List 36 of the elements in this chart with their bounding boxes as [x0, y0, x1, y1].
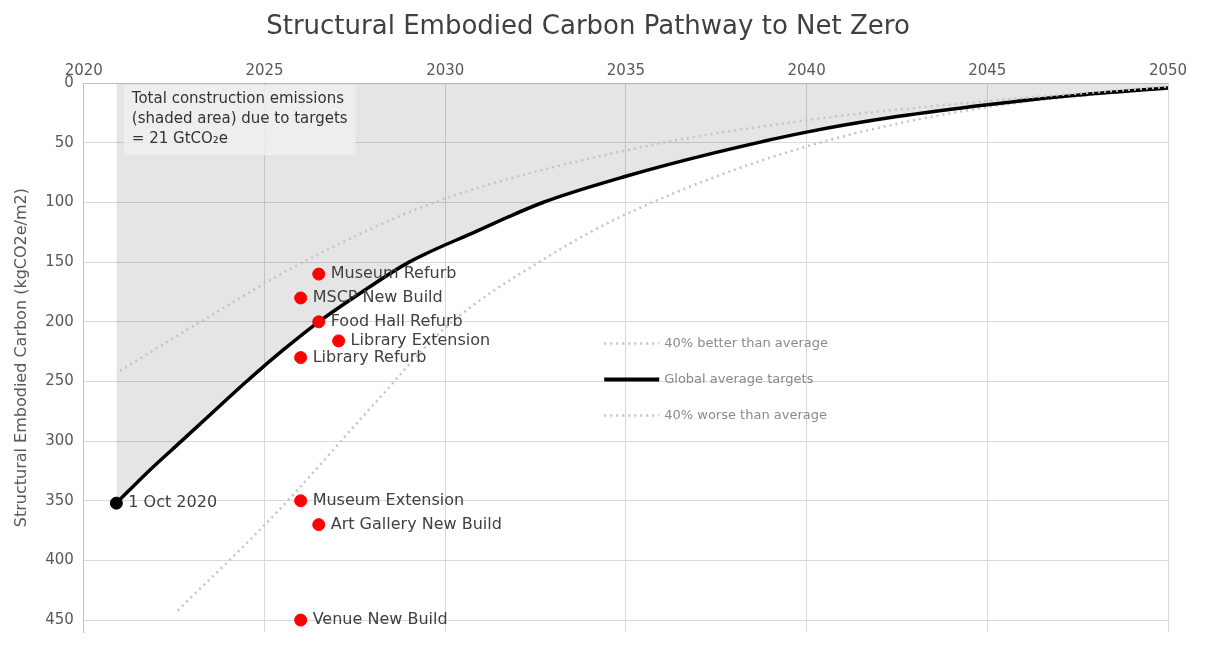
annotation: Library Extension: [350, 330, 491, 350]
y-tick-label: 50: [54, 132, 74, 151]
annotation: Total construction emissions (shaded area) due to targets = 21 GtCO₂e: [130, 88, 348, 147]
annotation: Venue New Build: [312, 609, 448, 629]
x-tick-label: 2025: [245, 61, 284, 80]
point: [294, 351, 308, 365]
annotation: Food Hall Refurb: [330, 310, 463, 330]
x-tick-label: 2040: [787, 61, 826, 80]
y-tick-label: 350: [45, 490, 74, 509]
x-tick-label: 2045: [968, 61, 1007, 80]
y-tick-label: 450: [45, 609, 74, 628]
y-axis-title: Structural Embodied Carbon (kgCO2e/m2): [10, 188, 30, 528]
x-tick-label: 2050: [1148, 61, 1188, 80]
point: [294, 494, 308, 508]
point: [312, 315, 326, 329]
point: [294, 613, 308, 627]
y-tick-label: 100: [45, 192, 74, 211]
annotation: Museum Extension: [312, 489, 465, 509]
x-tick-label: 2030: [426, 61, 465, 80]
legend-label: 40% better than average: [664, 334, 829, 350]
annotation: 1 Oct 2020: [128, 492, 218, 512]
annotation: Art Gallery New Build: [330, 513, 502, 533]
chart-title: Structural Embodied Carbon Pathway to Net Zero: [266, 10, 910, 41]
point: [312, 518, 326, 532]
y-tick-label: 250: [45, 371, 74, 390]
x-tick-label: 2035: [606, 61, 646, 80]
y-tick-label: 400: [45, 550, 74, 569]
point: [294, 291, 308, 305]
point: [109, 496, 123, 510]
point: [332, 334, 346, 348]
legend-label: Global average targets: [664, 370, 814, 386]
y-tick-label: 200: [45, 311, 74, 330]
legend-label: 40% worse than average: [664, 406, 827, 422]
point: [312, 267, 326, 281]
y-tick-label: 300: [45, 431, 74, 449]
y-tick-label: 150: [45, 252, 74, 271]
